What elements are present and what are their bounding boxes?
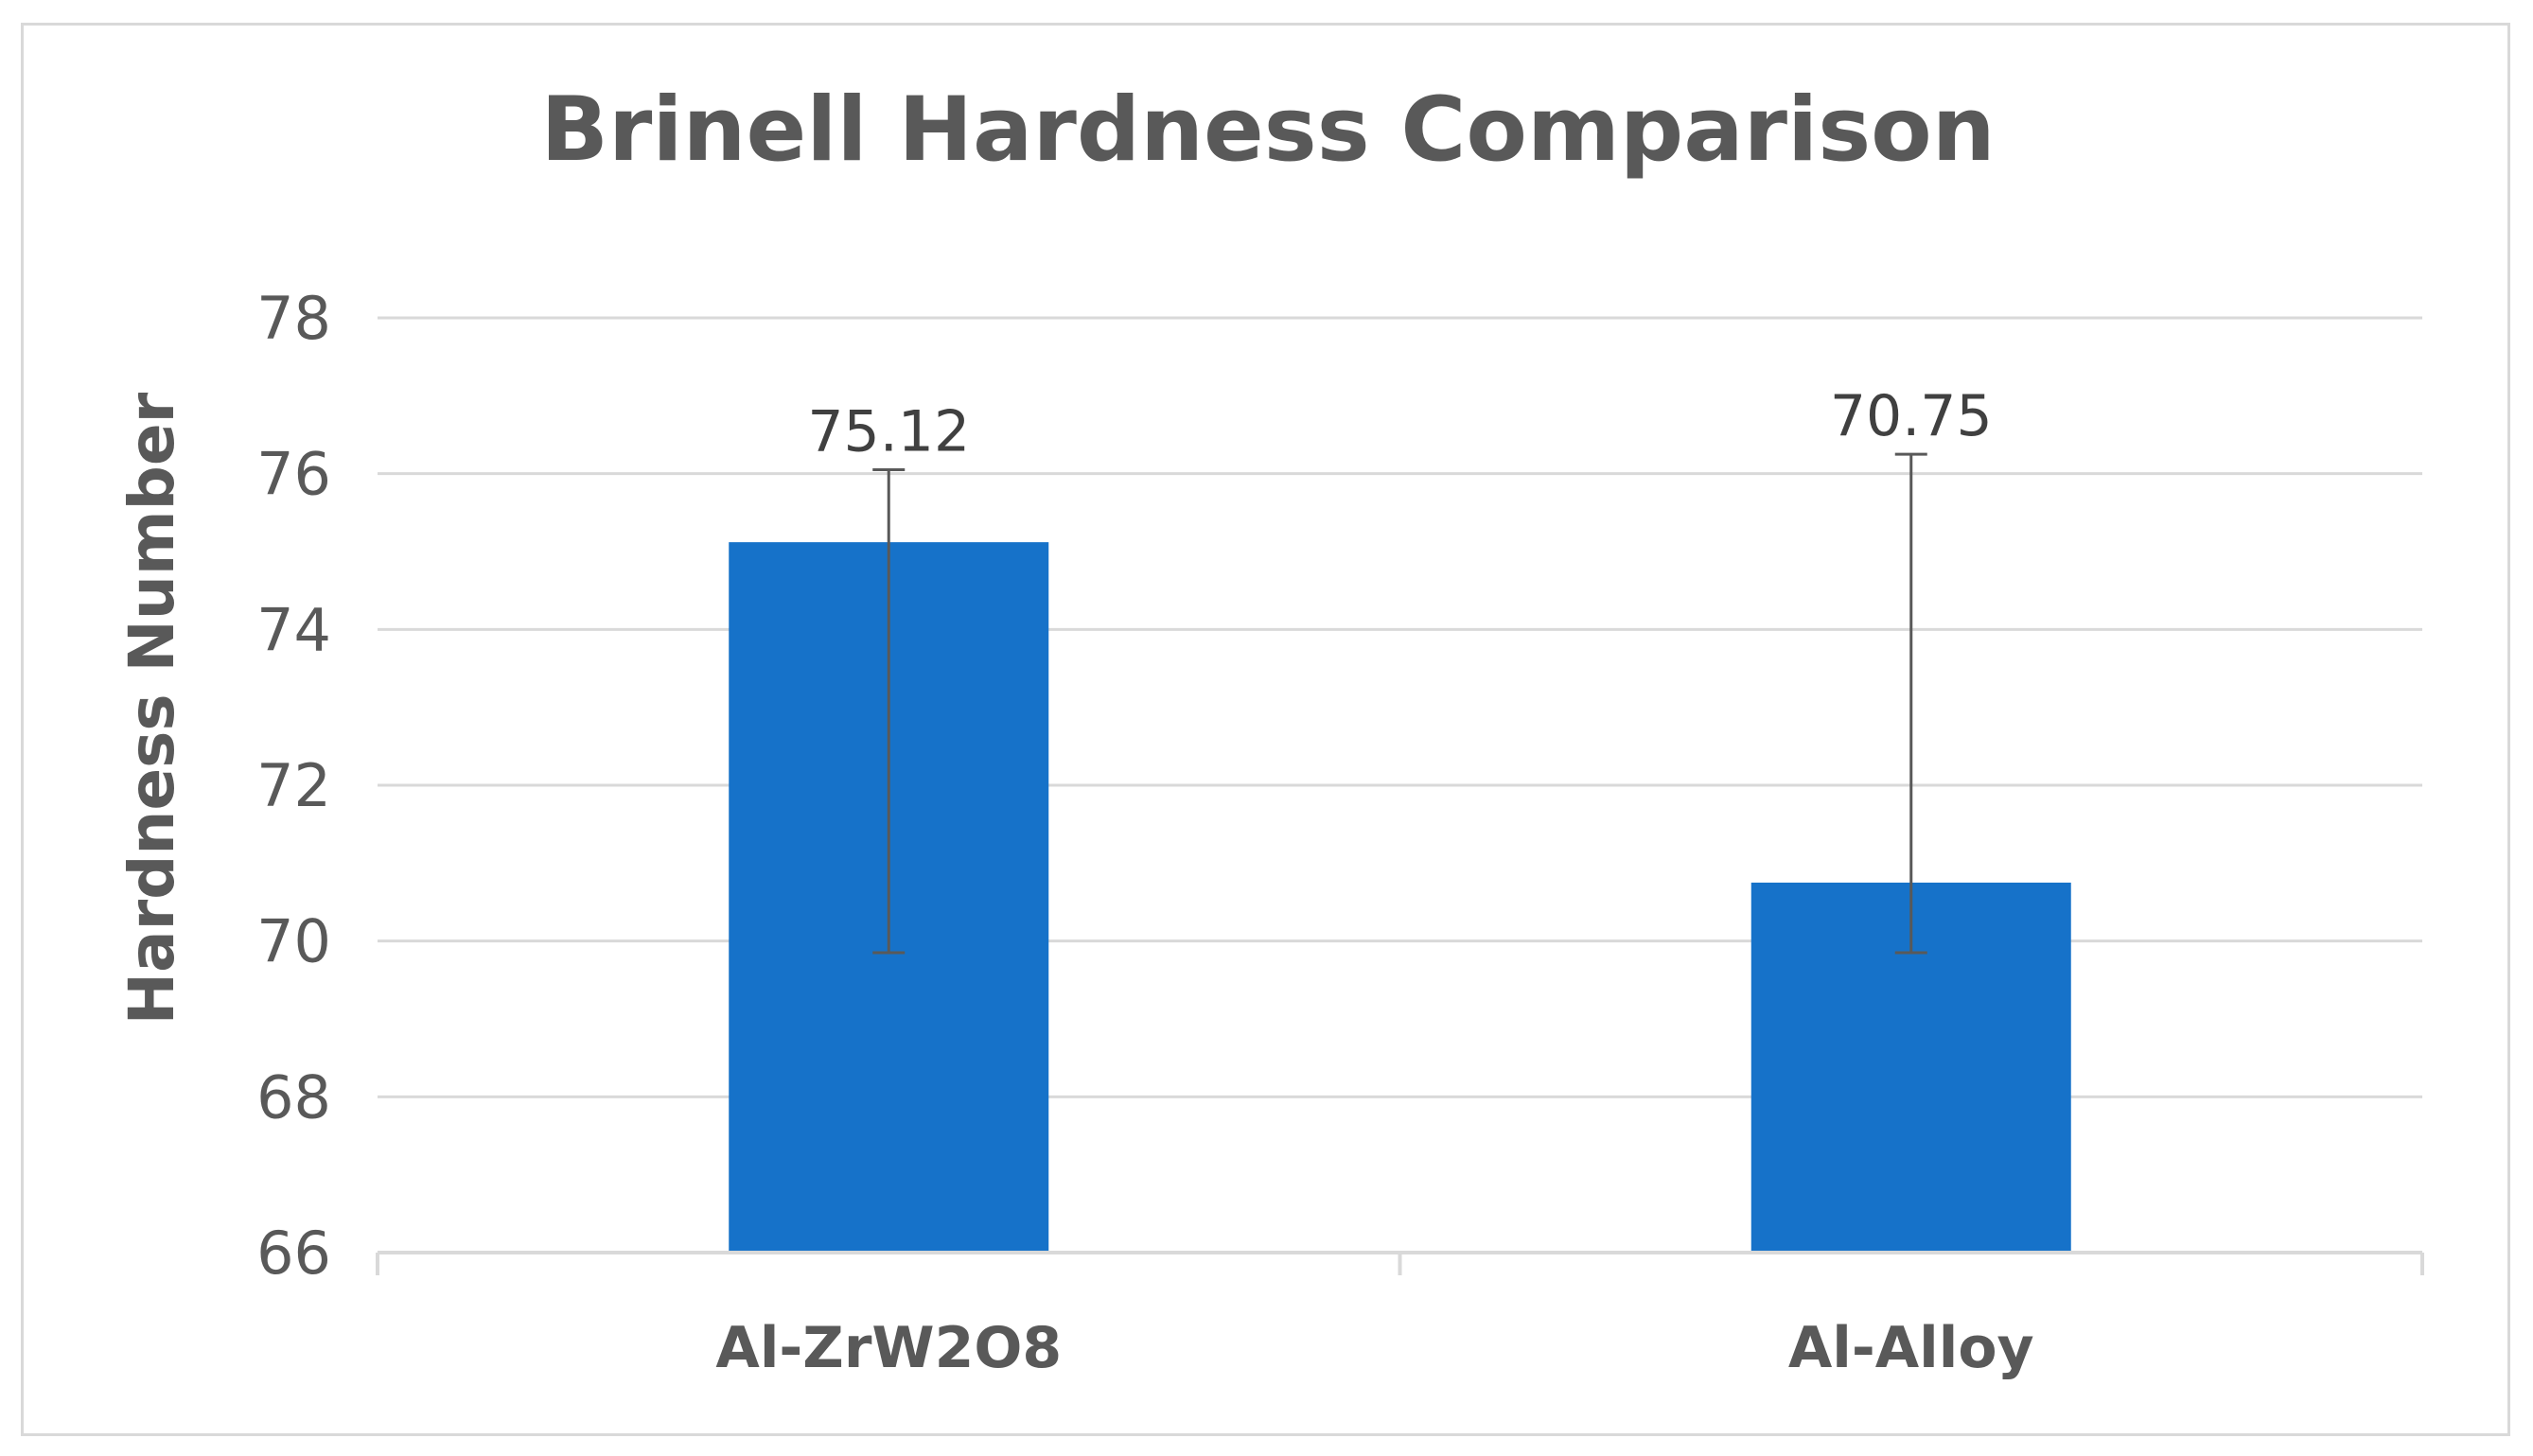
y-tick-label: 72 (256, 751, 331, 820)
y-tick-label: 76 (256, 440, 331, 509)
y-tick-label: 66 (256, 1219, 331, 1288)
y-tick-label: 70 (256, 907, 331, 976)
chart-svg: Brinell Hardness Comparison Hardness Num… (115, 79, 2424, 1381)
error-bars (872, 452, 1927, 955)
chart-frame: Brinell Hardness Comparison Hardness Num… (21, 23, 2510, 1436)
y-axis-label: Hardness Number (115, 392, 188, 1025)
x-category-label: Al-ZrW2O8 (715, 1315, 1062, 1381)
x-category-label: Al-Alloy (1788, 1315, 2034, 1381)
y-axis-ticks: 66 68 70 72 74 76 78 (256, 284, 331, 1288)
data-label: 70.75 (1830, 383, 1993, 449)
y-tick-label: 74 (256, 595, 331, 664)
bars (729, 542, 2071, 1253)
gridlines (378, 316, 2422, 1098)
chart-title: Brinell Hardness Comparison (540, 79, 1995, 182)
y-tick-label: 78 (256, 284, 331, 353)
x-axis (376, 1251, 2424, 1275)
y-tick-label: 68 (256, 1062, 331, 1131)
category-labels: Al-ZrW2O8 Al-Alloy (715, 1315, 2033, 1381)
data-label: 75.12 (807, 399, 970, 465)
data-labels: 75.12 70.75 (807, 383, 1992, 465)
